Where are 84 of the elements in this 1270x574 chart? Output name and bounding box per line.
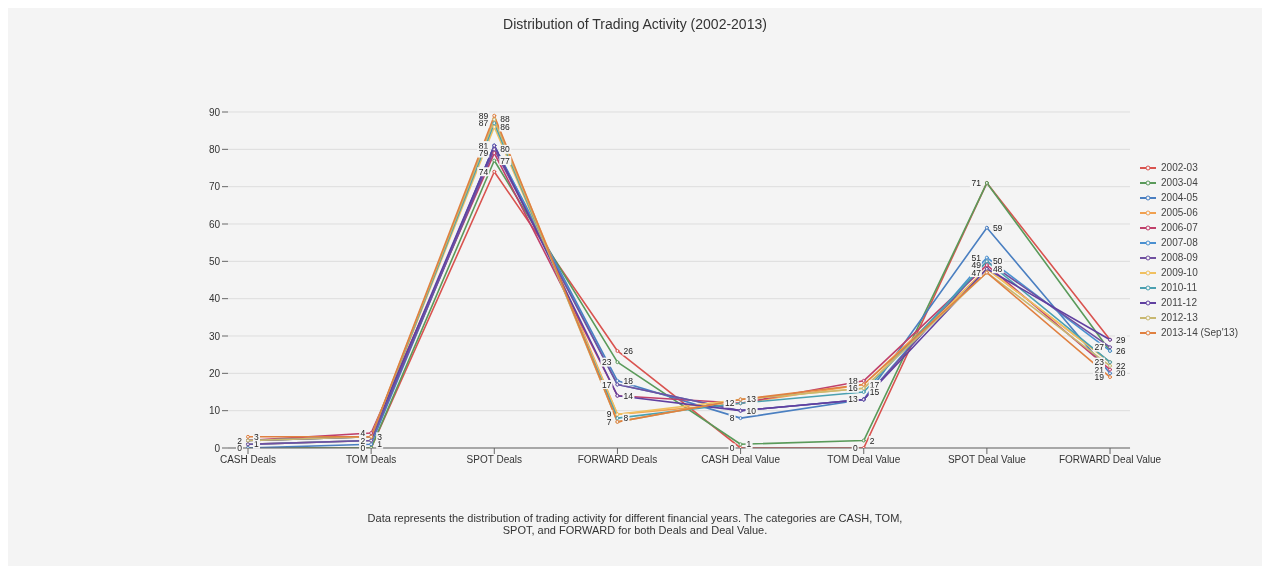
y-tick-label: 10	[208, 405, 221, 417]
legend-label: 2007-08	[1161, 237, 1198, 248]
data-label: 17	[869, 379, 880, 390]
data-label: 51	[971, 252, 982, 263]
data-label: 22	[1116, 360, 1126, 371]
data-label: 86	[500, 121, 511, 132]
legend-label: 2008-09	[1161, 252, 1198, 263]
y-tick-label: 50	[208, 255, 221, 267]
data-label: 16	[848, 383, 858, 394]
data-label: 13	[848, 394, 858, 405]
data-label: 0	[729, 443, 735, 453]
y-tick-label: 20	[208, 367, 221, 379]
y-tick-label: 40	[208, 293, 221, 305]
data-label: 15	[869, 387, 880, 397]
data-label: 48	[992, 263, 1003, 274]
data-label: 10	[746, 405, 757, 416]
y-tick-label: 80	[208, 143, 221, 155]
data-label: 18	[623, 375, 634, 386]
data-label: 29	[1116, 334, 1126, 345]
data-label: 17	[601, 379, 612, 390]
legend-label: 2006-07	[1161, 222, 1198, 233]
data-label: 87	[478, 118, 489, 129]
data-label: 13	[746, 394, 757, 405]
data-label: 2	[237, 435, 243, 446]
x-tick-label: TOM Deals	[345, 454, 397, 466]
x-tick-label: SPOT Deal Value	[947, 454, 1027, 466]
data-label: 1	[254, 439, 259, 450]
data-label: 3	[254, 431, 259, 442]
legend-label: 2009-10	[1161, 267, 1198, 278]
x-tick-label: CASH Deal Value	[701, 454, 781, 466]
text: Data represents the distribution of trading activity for different financial years. The categories are CASH, TOM, SPOT, and FORWARD for both Deals and Deal Value.	[366, 512, 904, 536]
data-label: 8	[729, 413, 735, 424]
data-label: 18	[848, 375, 858, 386]
data-label: 4	[360, 428, 366, 439]
x-tick-label: SPOT Deals	[466, 454, 522, 466]
y-tick-label: 90	[208, 106, 221, 118]
data-label: 47	[971, 267, 982, 278]
data-label: 8	[623, 413, 629, 424]
y-tick-label: 0	[214, 442, 221, 454]
legend-label: 2011-12	[1161, 297, 1197, 308]
data-label: 89	[478, 110, 489, 121]
data-label: 23	[1094, 357, 1105, 368]
legend-label: 2012-13	[1161, 312, 1198, 323]
data-label: 77	[500, 155, 511, 166]
data-label: 74	[478, 166, 489, 177]
data-label: 27	[1094, 342, 1105, 353]
data-label: 0	[853, 443, 858, 453]
data-label: 12	[725, 398, 735, 409]
x-tick-label: CASH Deals	[219, 454, 277, 466]
data-label: 23	[601, 357, 612, 368]
data-label: 26	[623, 345, 634, 356]
data-label: 80	[500, 144, 511, 155]
data-label: 1	[746, 439, 752, 450]
legend-label: 2010-11	[1161, 282, 1197, 293]
data-label: 14	[623, 390, 634, 401]
x-tick-label: FORWARD Deal Value	[1058, 454, 1162, 466]
data-label: 20	[1116, 368, 1126, 379]
data-label: 0	[360, 443, 366, 453]
legend-label: 2004-05	[1161, 192, 1198, 203]
data-label: 26	[1116, 345, 1126, 356]
data-label: 0	[237, 443, 243, 453]
data-label: 1	[377, 439, 383, 450]
y-tick-label: 70	[208, 181, 221, 193]
data-label: 2	[360, 435, 366, 446]
data-label: 19	[1094, 372, 1105, 383]
y-tick-label: 60	[208, 218, 221, 230]
data-label: 3	[377, 431, 383, 442]
data-label: 49	[971, 260, 982, 271]
legend-label: 2005-06	[1161, 207, 1198, 218]
data-label: 50	[992, 256, 1003, 267]
data-label: 21	[1094, 364, 1105, 375]
data-label: 71	[971, 177, 982, 188]
data-label: 2	[869, 435, 875, 446]
data-label: 59	[992, 222, 1003, 233]
data-label: 9	[606, 409, 612, 420]
chart-title: Distribution of Trading Activity (2002-2013)	[502, 15, 768, 32]
legend-label: 2013-14 (Sep'13)	[1161, 327, 1238, 338]
x-tick-label: FORWARD Deals	[577, 454, 658, 466]
legend-label: 2003-04	[1161, 177, 1198, 188]
data-label: 81	[478, 140, 489, 151]
y-tick-label: 30	[208, 330, 221, 342]
x-tick-label: TOM Deal Value	[827, 454, 901, 466]
legend-label: 2002-03	[1161, 162, 1198, 173]
data-label: 79	[478, 148, 489, 159]
